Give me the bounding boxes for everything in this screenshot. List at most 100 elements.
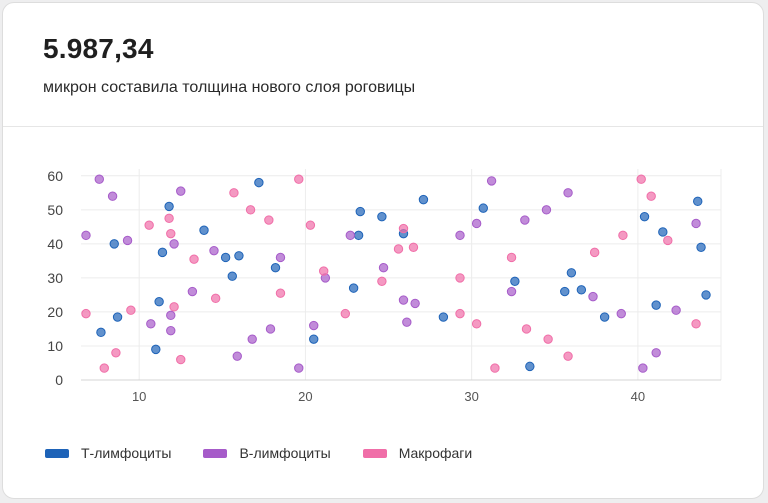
b-cell-point <box>265 324 276 334</box>
b-cell-point <box>169 239 179 249</box>
y-tick-label: 10 <box>47 338 63 354</box>
legend-item-b-cells[interactable]: В-лимфоциты <box>203 445 331 461</box>
y-tick-label: 60 <box>47 168 63 184</box>
b-cell-point <box>638 363 648 373</box>
macrophage-point <box>164 213 174 224</box>
macrophage-point <box>81 308 91 319</box>
b-cell-point <box>455 230 465 241</box>
t-cell-point <box>157 247 168 258</box>
t-cell-point <box>227 271 237 281</box>
b-cell-point <box>146 319 156 329</box>
b-cell-point <box>506 286 517 297</box>
macrophage-point <box>506 252 517 263</box>
card-header: 5.987,34 микрон составила толщина нового… <box>3 3 763 127</box>
macrophage-point <box>521 324 532 334</box>
b-cell-point <box>588 291 598 302</box>
t-cell-point <box>109 239 119 249</box>
t-cell-point <box>566 268 577 278</box>
b-cell-point <box>541 205 552 215</box>
t-cell-point <box>377 211 387 222</box>
b-cell-point <box>247 334 257 344</box>
b-cell-point <box>471 218 482 229</box>
legend-item-t-cells[interactable]: Т-лимфоциты <box>45 445 171 461</box>
y-tick-label: 0 <box>55 372 63 388</box>
t-cell-point <box>693 196 703 207</box>
macrophage-point <box>691 319 701 329</box>
macrophage-point <box>126 305 136 315</box>
t-cell-point <box>164 201 174 212</box>
t-cell-point <box>510 276 520 287</box>
legend-label-macrophages: Макрофаги <box>398 445 473 461</box>
macrophage-point <box>455 308 465 319</box>
y-tick-label: 50 <box>47 202 63 218</box>
y-tick-label: 40 <box>47 236 63 252</box>
t-cell-point <box>254 177 264 188</box>
t-cell-point <box>270 262 281 273</box>
macrophage-point <box>398 223 409 234</box>
t-cell-point <box>151 344 161 355</box>
t-cell-point <box>154 297 164 307</box>
macrophage-point <box>319 266 329 276</box>
t-cell-point <box>418 194 429 205</box>
t-cell-point <box>478 203 488 213</box>
macrophage-point <box>340 308 351 319</box>
macrophage-point <box>294 174 304 184</box>
macrophage-point <box>589 247 600 258</box>
y-tick-label: 30 <box>47 270 63 286</box>
t-cell-point <box>696 242 706 252</box>
t-cell-point <box>658 227 668 237</box>
legend-swatch-macrophages <box>362 448 387 458</box>
legend-item-macrophages[interactable]: Макрофаги <box>362 445 473 461</box>
t-cell-point <box>96 327 106 338</box>
b-cell-point <box>166 325 176 336</box>
b-cell-point <box>187 286 198 297</box>
b-cell-point <box>410 298 420 309</box>
macrophage-point <box>229 188 239 198</box>
macrophage-point <box>144 220 154 230</box>
legend-swatch-b-cells <box>203 448 228 458</box>
b-cell-point <box>691 218 701 229</box>
macrophage-point <box>455 273 465 283</box>
t-cell-point <box>438 312 449 322</box>
t-cell-point <box>112 312 123 322</box>
b-cell-point <box>81 230 91 241</box>
t-cell-point <box>576 285 587 295</box>
t-cell-point <box>651 300 661 310</box>
macrophage-point <box>210 293 221 304</box>
t-cell-point <box>560 286 570 297</box>
b-cell-point <box>176 186 186 196</box>
kpi-caption: микрон составила толщина нового слоя рог… <box>43 79 416 96</box>
macrophage-point <box>176 354 186 365</box>
b-cell-point <box>232 351 242 361</box>
b-cell-point <box>671 305 681 315</box>
macrophage-point <box>563 351 573 361</box>
b-cell-point <box>398 295 409 305</box>
b-cell-point <box>378 262 389 273</box>
b-cell-point <box>275 252 286 263</box>
b-cell-point <box>402 317 412 327</box>
b-cell-point <box>94 174 104 184</box>
t-cell-point <box>309 334 319 344</box>
macrophage-point <box>393 244 404 254</box>
b-cell-point <box>486 176 497 186</box>
x-tick-label: 20 <box>298 389 312 404</box>
macrophage-point <box>490 363 500 373</box>
t-cell-point <box>234 251 244 261</box>
scatter-chart: 0 10 20 30 40 50 60 10 20 30 40 <box>47 168 722 404</box>
b-cell-point <box>616 308 626 319</box>
t-cell-point <box>639 211 650 222</box>
macrophage-point <box>377 276 387 287</box>
macrophage-point <box>99 363 109 373</box>
t-cell-point <box>220 252 231 263</box>
legend-label-t-cells: Т-лимфоциты <box>81 445 172 461</box>
b-cell-point <box>309 320 319 331</box>
macrophage-point <box>169 302 179 312</box>
macrophage-point <box>646 191 656 201</box>
t-cell-point <box>199 225 209 235</box>
macrophage-point <box>275 288 286 298</box>
b-cell-point <box>209 245 219 256</box>
x-tick-label: 10 <box>132 389 146 404</box>
t-cell-point <box>355 206 365 217</box>
x-tick-label: 30 <box>464 389 478 404</box>
